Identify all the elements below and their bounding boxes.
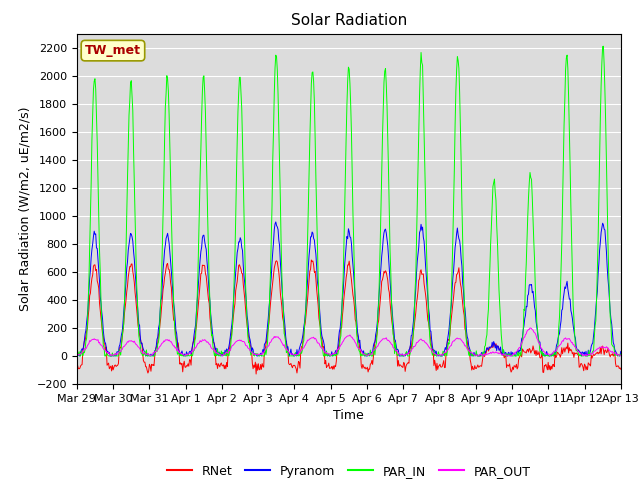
RNet: [73, 363, 81, 369]
PAR_OUT: [194, 340, 202, 346]
PAR_OUT: [223, 350, 230, 356]
Pyranom: [617, 348, 625, 354]
PAR_OUT: [617, 353, 625, 359]
RNet: [417, 268, 424, 274]
Line: RNet: RNet: [77, 260, 621, 374]
Title: Solar Radiation: Solar Radiation: [291, 13, 407, 28]
Y-axis label: Solar Radiation (W/m2, uE/m2/s): Solar Radiation (W/m2, uE/m2/s): [18, 107, 31, 311]
RNet: [433, 368, 440, 373]
Line: PAR_OUT: PAR_OUT: [77, 328, 621, 356]
PAR_IN: [617, 353, 625, 359]
Pyranom: [140, 347, 147, 352]
Pyranom: [73, 352, 81, 358]
Pyranom: [223, 348, 231, 353]
PAR_OUT: [502, 353, 510, 359]
Line: PAR_IN: PAR_IN: [77, 46, 621, 356]
Pyranom: [433, 348, 440, 354]
Pyranom: [84, 312, 92, 318]
Pyranom: [417, 228, 424, 233]
RNet: [223, 360, 230, 365]
RNet: [252, 371, 260, 377]
PAR_IN: [223, 348, 231, 353]
PAR_OUT: [415, 338, 422, 344]
Pyranom: [272, 219, 280, 225]
PAR_IN: [73, 352, 81, 358]
PAR_IN: [416, 93, 424, 98]
Text: TW_met: TW_met: [85, 44, 141, 57]
PAR_IN: [600, 43, 607, 49]
PAR_IN: [195, 242, 202, 248]
PAR_OUT: [431, 350, 438, 356]
PAR_IN: [431, 351, 439, 357]
PAR_IN: [140, 352, 147, 358]
RNet: [83, 328, 90, 334]
PAR_IN: [74, 353, 81, 359]
Pyranom: [74, 353, 81, 359]
RNet: [139, 349, 147, 355]
Pyranom: [195, 277, 202, 283]
PAR_OUT: [139, 350, 147, 356]
PAR_OUT: [73, 352, 81, 358]
PAR_OUT: [83, 345, 90, 350]
X-axis label: Time: Time: [333, 409, 364, 422]
PAR_OUT: [526, 325, 534, 331]
PAR_IN: [84, 322, 92, 327]
Legend: RNet, Pyranom, PAR_IN, PAR_OUT: RNet, Pyranom, PAR_IN, PAR_OUT: [162, 460, 536, 480]
Line: Pyranom: Pyranom: [77, 222, 621, 356]
RNet: [194, 308, 202, 313]
RNet: [617, 366, 625, 372]
RNet: [307, 257, 315, 263]
